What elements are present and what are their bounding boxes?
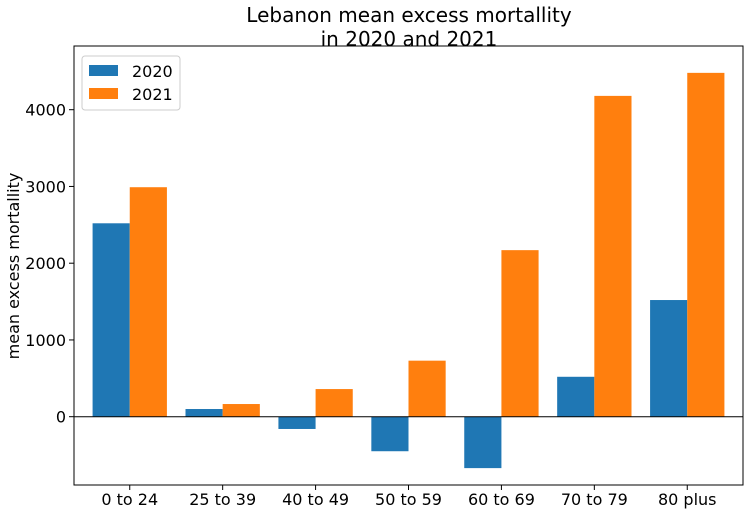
x-tick-label: 25 to 39 — [189, 490, 256, 509]
y-tick-label: 0 — [56, 408, 66, 427]
legend-swatch-2020 — [89, 65, 118, 76]
legend-swatch-2021 — [89, 88, 118, 99]
legend-label-2020: 2020 — [132, 62, 173, 81]
y-tick-label: 1000 — [25, 331, 66, 350]
chart-title-line2: in 2020 and 2021 — [321, 27, 498, 51]
bar-2020-3 — [371, 416, 409, 452]
bar-2021-4 — [501, 250, 539, 417]
bar-2021-0 — [129, 187, 167, 417]
x-tick-label: 50 to 59 — [375, 490, 442, 509]
bar-2020-5 — [557, 376, 595, 417]
y-axis: 0 1000 2000 3000 4000 — [25, 101, 74, 427]
bar-2021-6 — [687, 72, 725, 417]
x-tick-label: 70 to 79 — [561, 490, 628, 509]
x-tick-label: 80 plus — [658, 490, 717, 509]
bar-2021-5 — [594, 95, 632, 417]
bar-2020-4 — [464, 416, 502, 469]
bar-2021-1 — [222, 404, 260, 417]
chart-title-line1: Lebanon mean excess mortallity — [246, 3, 572, 27]
y-tick-label: 3000 — [25, 177, 66, 196]
bar-2020-0 — [92, 223, 130, 417]
bars — [92, 72, 725, 469]
y-axis-label: mean excess mortallity — [4, 173, 23, 360]
bar-2020-2 — [278, 416, 316, 429]
bar-2020-1 — [185, 409, 223, 417]
x-tick-label: 0 to 24 — [101, 490, 158, 509]
x-tick-label: 40 to 49 — [282, 490, 349, 509]
y-tick-label: 4000 — [25, 101, 66, 120]
x-tick-label: 60 to 69 — [468, 490, 535, 509]
x-axis: 0 to 24 25 to 39 40 to 49 50 to 59 60 to 69 7… — [101, 485, 717, 509]
legend-label-2021: 2021 — [132, 85, 173, 104]
legend: 2020 2021 — [81, 55, 181, 111]
bar-2020-6 — [650, 300, 688, 417]
bar-2021-3 — [408, 360, 446, 417]
bar-2021-2 — [315, 389, 353, 417]
y-tick-label: 2000 — [25, 254, 66, 273]
